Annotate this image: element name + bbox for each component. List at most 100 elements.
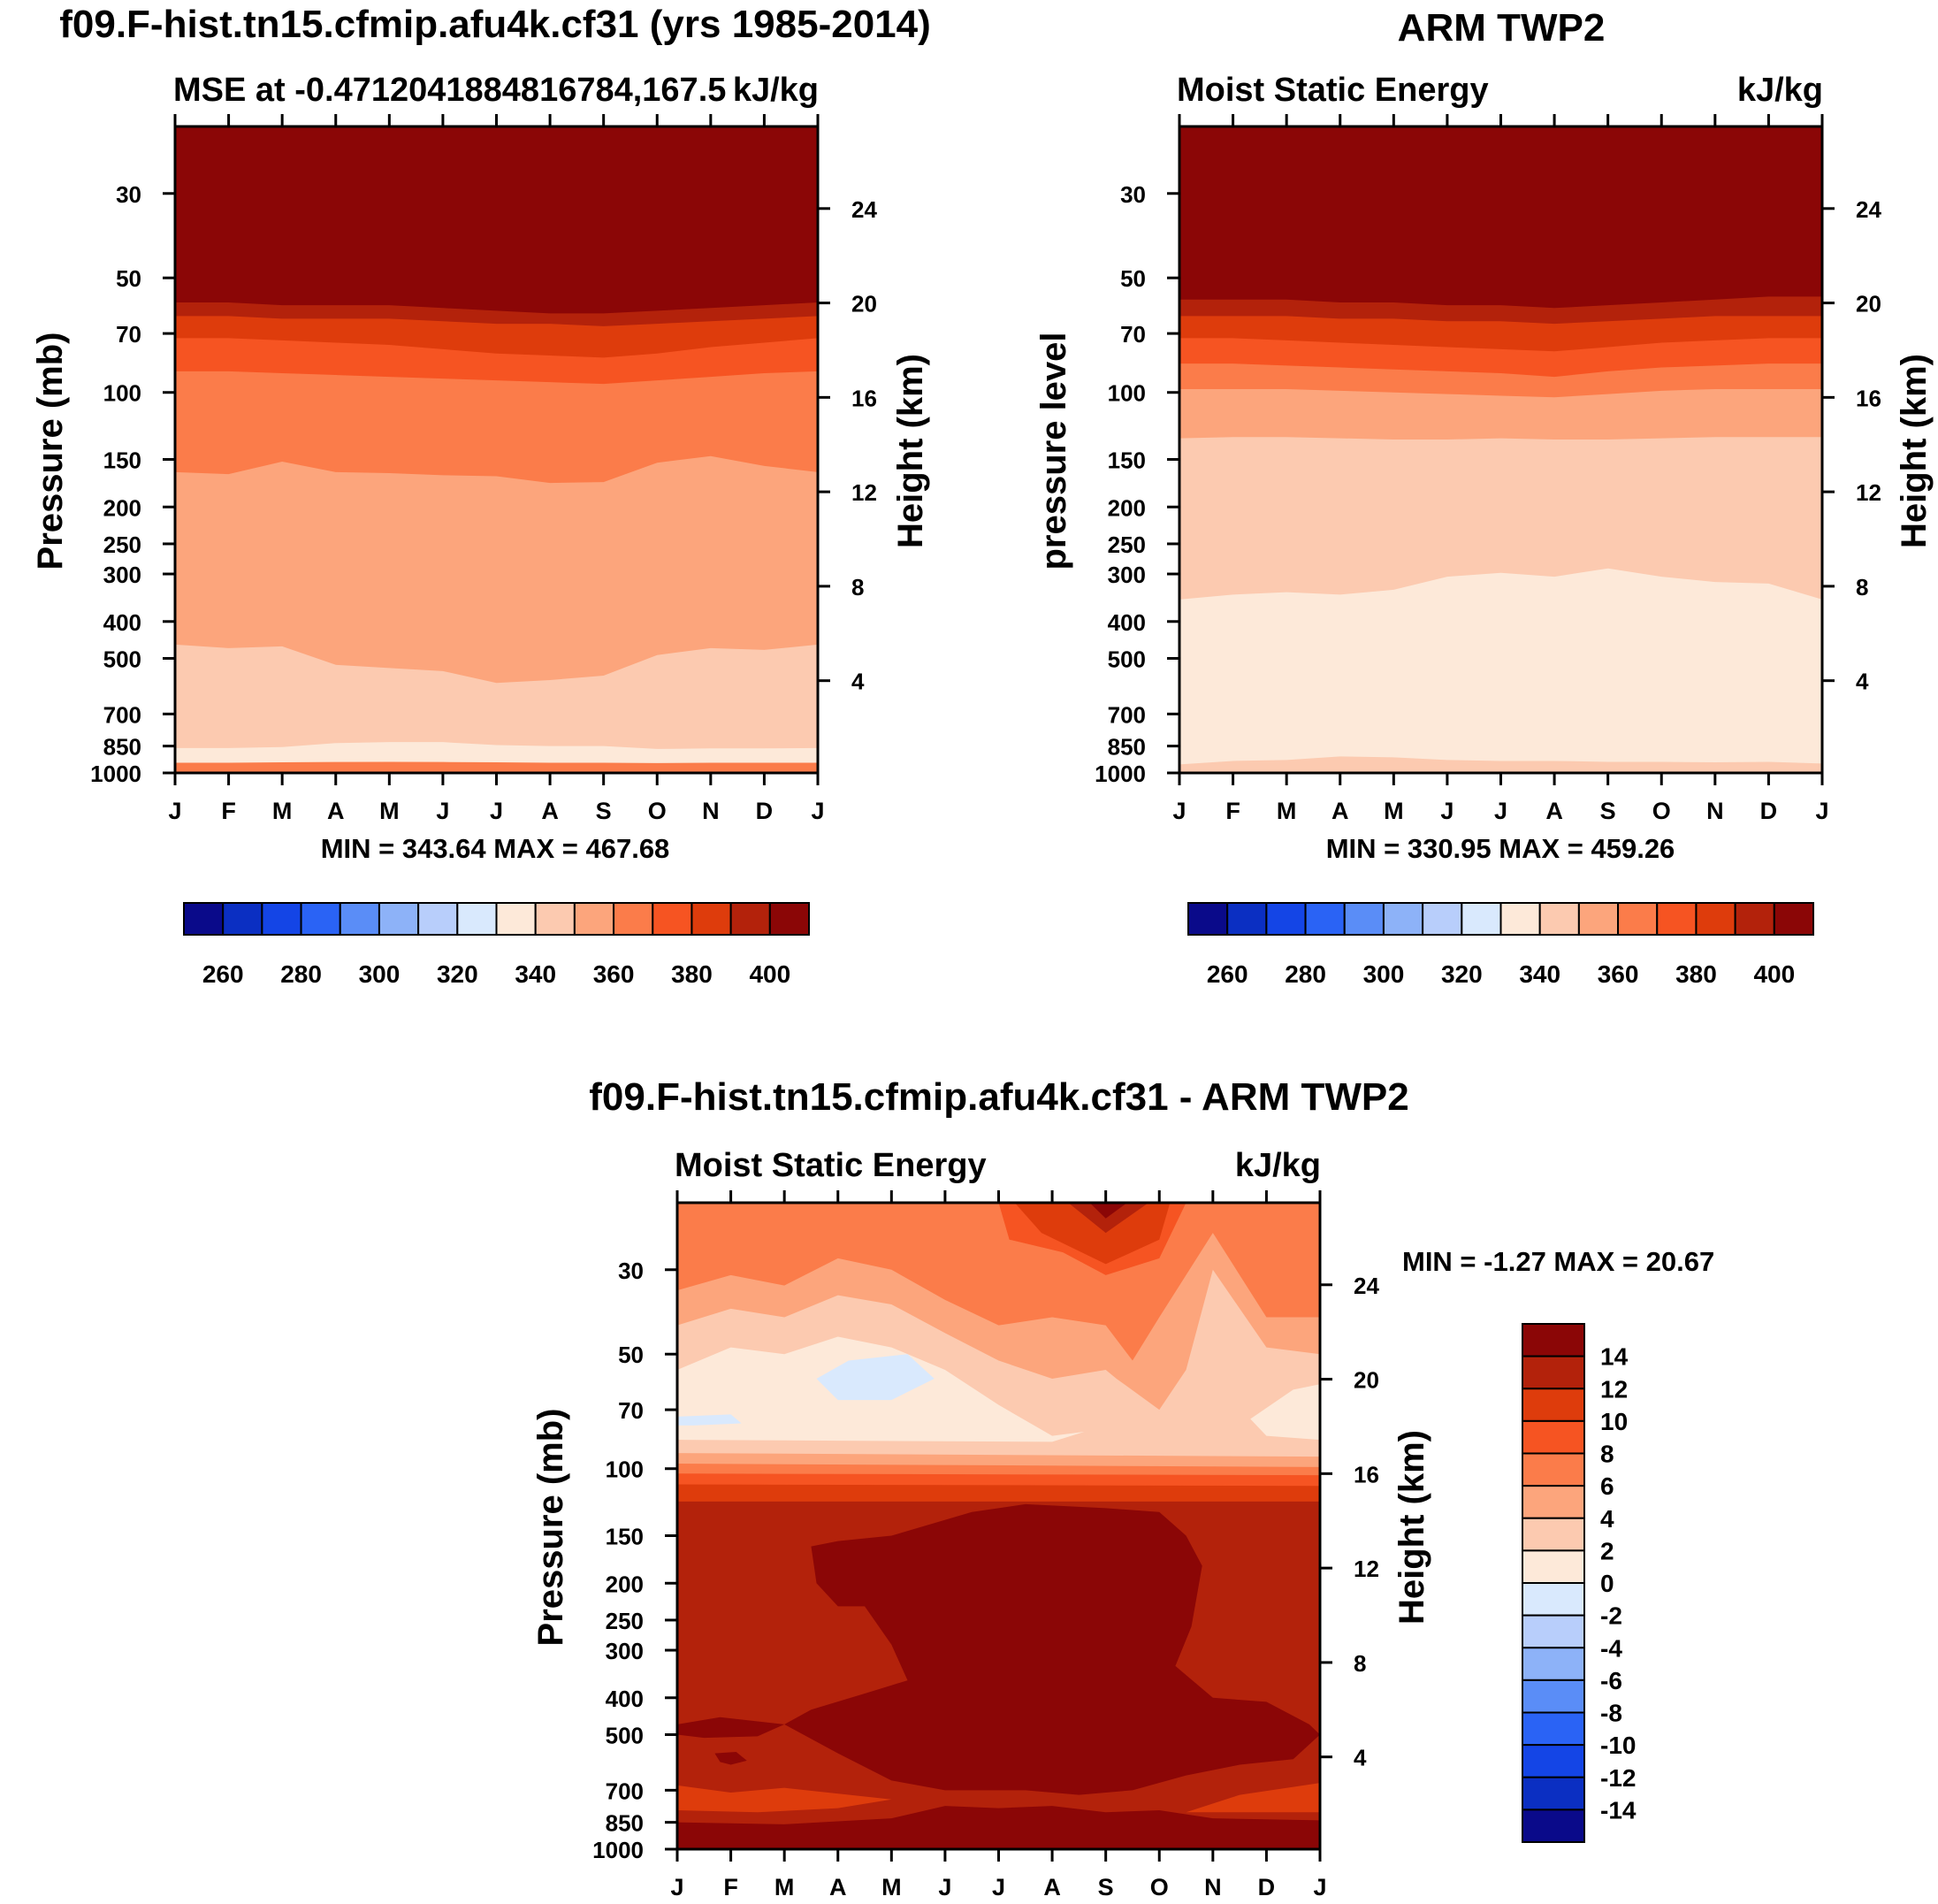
panel-obs-colorbar: 260 280 300 320 340 360 380 400	[1187, 902, 1814, 988]
colorbar-diff-swatch	[1522, 1614, 1585, 1649]
panel-obs-xtick-label: A	[1331, 798, 1349, 824]
panel-model-ytick-label: 100	[103, 380, 141, 407]
panel-model-xtick-label: F	[221, 798, 236, 824]
panel-model-left-title: MSE at -0.4712041884816784,167.5	[173, 72, 726, 109]
panel-model-ylabel: Pressure (mb)	[31, 333, 70, 570]
panel-obs-xtick-label: J	[1815, 798, 1828, 824]
panel-model-xtick-label: J	[811, 798, 824, 824]
colorbar-obs-label: 300	[1363, 960, 1405, 988]
panel-model-ytick-label: 300	[103, 562, 141, 588]
colorbar-obs-swatch	[1382, 902, 1424, 936]
colorbar-diff-label: -6	[1600, 1667, 1622, 1694]
panel-model-ytick-label: 30	[116, 181, 141, 208]
colorbar-diff-swatch	[1522, 1711, 1585, 1747]
panel-model-ytick-label: 150	[103, 447, 141, 474]
colorbar-diff-label: 4	[1600, 1505, 1614, 1533]
colorbar-model-label: 280	[280, 960, 322, 988]
colorbar-diff-swatch	[1522, 1452, 1585, 1487]
panel-diff-ytick-label: 700	[606, 1778, 644, 1804]
panel-model-xtick-label: S	[596, 798, 612, 824]
panel-model-xtick-label: D	[756, 798, 774, 824]
panel-obs-ytick-label: 700	[1108, 701, 1146, 728]
diff-band-14-left2	[714, 1751, 747, 1765]
colorbar-diff-swatch	[1522, 1549, 1585, 1584]
diff-band-10-12-low	[677, 1484, 1320, 1506]
panel-diff-y2tick-label: 24	[1354, 1273, 1379, 1299]
panel-obs-ytick-label: 200	[1108, 494, 1146, 521]
panel-diff-xtick-label: A	[1043, 1874, 1061, 1900]
panel-obs-ytick-label: 70	[1120, 321, 1146, 348]
panel-obs-ytick-label: 500	[1108, 646, 1146, 672]
panel-obs-ytick-label: 150	[1108, 447, 1146, 474]
panel-obs-ytick-label: 1000	[1095, 761, 1146, 787]
colorbar-model-swatch	[339, 902, 380, 936]
panel-model-y2tick-label: 12	[851, 479, 877, 506]
panel-diff-minmax: MIN = -1.27 MAX = 20.67	[1402, 1246, 1714, 1277]
colorbar-obs-label: 340	[1519, 960, 1560, 988]
panel-diff-axes: J F M A M J J A S O N D J 30 50 70 100 150 200 250 300 400 500…	[592, 1190, 1379, 1900]
panel-diff-xtick-label: M	[881, 1874, 902, 1900]
colorbar-model-swatch	[456, 902, 498, 936]
colorbar-diff-label: 6	[1600, 1472, 1614, 1500]
panel-diff-right-title: kJ/kg	[1235, 1147, 1321, 1184]
panel-diff-ytick-label: 300	[606, 1638, 644, 1664]
colorbar-obs-swatch	[1422, 902, 1463, 936]
colorbar-obs-label: 320	[1441, 960, 1483, 988]
colorbar-obs-swatch	[1617, 902, 1659, 936]
colorbar-obs-label: 400	[1753, 960, 1795, 988]
panel-obs-xtick-label: M	[1277, 798, 1297, 824]
panel-diff-xtick-label: J	[670, 1874, 683, 1900]
panel-obs-xtick-label: D	[1760, 798, 1778, 824]
panel-obs-y2tick-label: 16	[1856, 385, 1881, 411]
colorbar-model-swatch	[613, 902, 654, 936]
panel-diff-ytick-label: 850	[606, 1810, 644, 1837]
panel-model-ytick-label: 400	[103, 609, 141, 636]
panel-model-y2tick-label: 8	[851, 574, 864, 600]
panel-diff-ytick-label: 500	[606, 1722, 644, 1748]
panel-model-xtick-label: M	[379, 798, 400, 824]
panel-diff-xtick-label: O	[1150, 1874, 1169, 1900]
panel-obs-contour-fills	[1179, 126, 1822, 773]
colorbar-model-swatch	[573, 902, 615, 936]
top-left-suptitle: f09.F-hist.tn15.cfmip.afu4k.cf31 (yrs 19…	[59, 3, 931, 46]
diff-band-14	[1089, 1203, 1127, 1219]
panel-diff-xtick-label: J	[1313, 1874, 1326, 1900]
panel-model-ytick-label: 700	[103, 701, 141, 728]
panel-diff-y2label: Height (km)	[1392, 1430, 1431, 1625]
diff-band-neg2-0b	[677, 1414, 742, 1426]
panel-diff-contour-fills	[677, 1203, 1320, 1849]
panel-obs-xtick-label: O	[1652, 798, 1671, 824]
panel-diff: Moist Static Energy kJ/kg J F M A M J J A S O N D J 3…	[531, 1147, 1714, 1900]
colorbar-obs-swatch	[1226, 902, 1268, 936]
panel-obs-xtick-label: J	[1494, 798, 1507, 824]
colorbar-diff-label: 14	[1600, 1343, 1629, 1371]
panel-diff-ytick-label: 400	[606, 1686, 644, 1712]
contour-band-400	[1179, 126, 1822, 309]
colorbar-diff-label: -10	[1600, 1732, 1636, 1759]
colorbar-model-label: 300	[359, 960, 401, 988]
colorbar-diff-swatch	[1522, 1776, 1585, 1811]
panel-diff-xtick-label: D	[1258, 1874, 1276, 1900]
panel-model-xtick-label: N	[702, 798, 720, 824]
colorbar-model-swatch	[222, 902, 263, 936]
diff-band-14-left	[677, 1717, 785, 1739]
panel-obs-xtick-label: J	[1440, 798, 1454, 824]
panel-diff-y2tick-label: 16	[1354, 1461, 1379, 1487]
colorbar-diff-label: 2	[1600, 1537, 1614, 1564]
panel-obs-ytick-label: 400	[1108, 609, 1146, 636]
panel-obs-axes: J F M A M J J A S O N D J 30 50 70 100 150 200 250 300 400 500…	[1095, 114, 1881, 824]
panel-model-right-title: kJ/kg	[733, 72, 819, 109]
panel-obs-xtick-label: N	[1706, 798, 1724, 824]
panel-diff-ytick-label: 70	[618, 1397, 644, 1424]
panel-obs-ytick-label: 300	[1108, 562, 1146, 588]
panel-diff-ytick-label: 100	[606, 1457, 644, 1483]
panel-diff-ytick-label: 1000	[592, 1837, 644, 1863]
colorbar-diff-swatch	[1522, 1647, 1585, 1681]
colorbar-obs-swatch	[1734, 902, 1775, 936]
panel-obs-xtick-label: J	[1172, 798, 1186, 824]
panel-obs-left-title: Moist Static Energy	[1177, 72, 1489, 109]
panel-model-ytick-label: 200	[103, 494, 141, 521]
colorbar-diff-label: 10	[1600, 1408, 1628, 1435]
colorbar-model-swatch	[378, 902, 420, 936]
